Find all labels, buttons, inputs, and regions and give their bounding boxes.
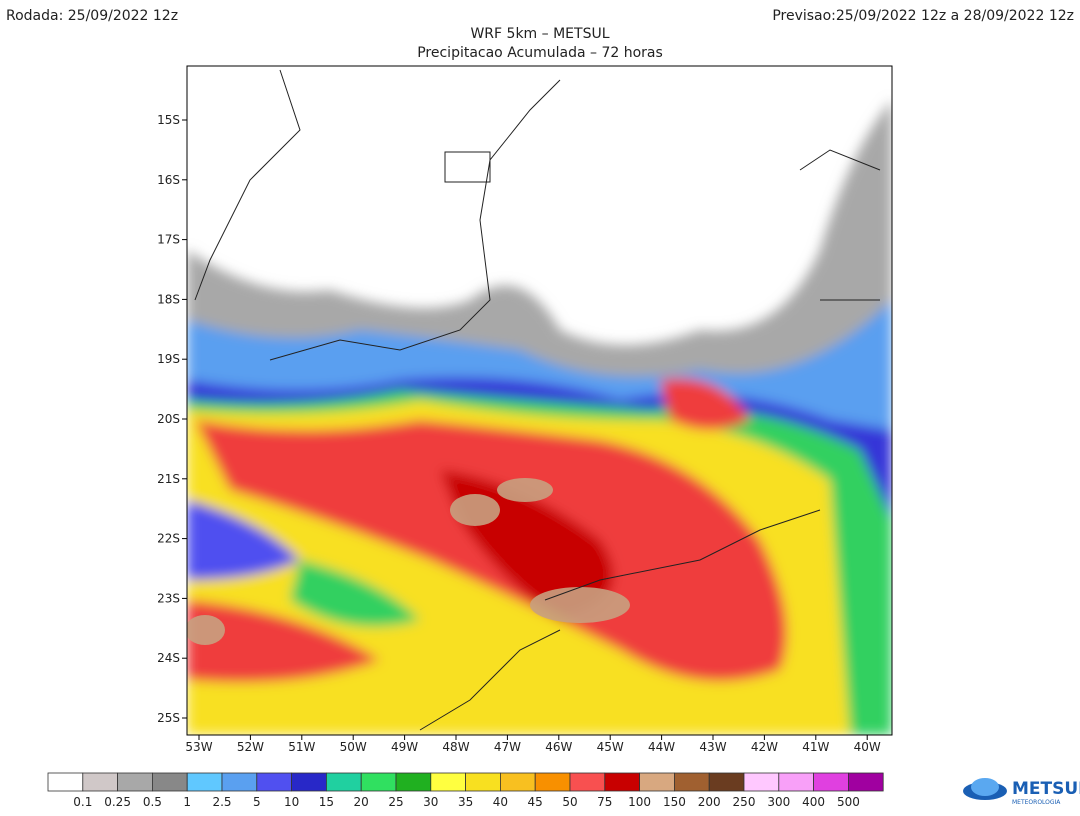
colorbar-swatch	[813, 772, 849, 792]
lon-label: 48W	[442, 740, 469, 754]
colorbar-label: 30	[423, 795, 438, 809]
colorbar-swatch	[639, 772, 675, 792]
colorbar-label: 25	[388, 795, 403, 809]
lon-label: 50W	[340, 740, 367, 754]
map-subtitle: Precipitacao Acumulada – 72 horas	[417, 45, 663, 61]
colorbar-swatch	[848, 772, 884, 792]
logo-name: METSUL	[1012, 779, 1080, 799]
lon-label: 51W	[288, 740, 315, 754]
colorbar-label: 200	[698, 795, 721, 809]
colorbar-label: 2.5	[212, 795, 231, 809]
colorbar-swatch	[708, 772, 745, 792]
lon-label: 49W	[391, 740, 418, 754]
colorbar-swatch	[82, 772, 119, 792]
lon-label: 40W	[854, 740, 881, 754]
colorbar-swatch	[47, 772, 84, 792]
lat-label: 23S	[157, 591, 180, 605]
colorbar-label: 50	[562, 795, 577, 809]
colorbar-swatch	[674, 772, 710, 792]
run-time: Rodada: 25/09/2022 12z	[6, 8, 178, 24]
lon-label: 41W	[802, 740, 829, 754]
colorbar-label: 500	[837, 795, 860, 809]
colorbar-swatch	[604, 772, 640, 792]
colorbar-swatch	[499, 772, 536, 792]
colorbar-label: 10	[284, 795, 299, 809]
colorbar-swatch	[743, 772, 780, 792]
lon-label: 52W	[237, 740, 264, 754]
lat-label: 15S	[157, 113, 180, 127]
colorbar-label: 20	[354, 795, 369, 809]
colorbar-swatch	[117, 772, 153, 792]
logo: METSUL METEOROLOGIA	[963, 778, 1080, 806]
colorbar-label: 100	[628, 795, 651, 809]
colorbar-swatch	[465, 772, 501, 792]
colorbar-label: 150	[663, 795, 686, 809]
forecast-time: Previsao:25/09/2022 12z a 28/09/2022 12z	[772, 8, 1074, 24]
colorbar-label: 15	[319, 795, 334, 809]
colorbar-label: 0.25	[104, 795, 131, 809]
colorbar-label: 300	[767, 795, 790, 809]
colorbar-label: 5	[253, 795, 261, 809]
colorbar-label: 40	[493, 795, 508, 809]
colorbar-swatch	[395, 772, 432, 792]
colorbar-swatch	[569, 772, 606, 792]
colorbar-label: 75	[597, 795, 612, 809]
precipitation-field	[187, 66, 892, 735]
lat-label: 25S	[157, 711, 180, 725]
lat-label: 19S	[157, 352, 180, 366]
lon-label: 53W	[185, 740, 212, 754]
lat-label: 16S	[157, 173, 180, 187]
map-frame	[186, 65, 893, 736]
colorbar-swatch	[778, 772, 814, 792]
colorbar-label: 400	[802, 795, 825, 809]
lon-label: 45W	[597, 740, 624, 754]
colorbar-label: 35	[458, 795, 473, 809]
lon-label: 47W	[494, 740, 521, 754]
lat-label: 21S	[157, 472, 180, 486]
lat-label: 18S	[157, 292, 180, 306]
colorbar-label: 250	[733, 795, 756, 809]
colorbar-swatch	[256, 772, 292, 792]
colorbar-swatch	[325, 772, 362, 792]
colorbar: 0.1 0.25 0.5 1 2.5 5 10 15 20 25 30 35 40 45 50 75 100 15…	[47, 772, 884, 809]
colorbar-swatch	[430, 772, 466, 792]
lat-label: 20S	[157, 412, 180, 426]
lon-label: 46W	[545, 740, 572, 754]
colorbar-label: 0.1	[73, 795, 92, 809]
colorbar-swatch	[221, 772, 258, 792]
lat-label: 22S	[157, 532, 180, 546]
lon-label: 42W	[751, 740, 778, 754]
colorbar-swatch	[186, 772, 223, 792]
colorbar-label: 45	[528, 795, 543, 809]
lat-label: 24S	[157, 651, 180, 665]
colorbar-swatch	[360, 772, 397, 792]
colorbar-label: 1	[183, 795, 191, 809]
map-title: WRF 5km – METSUL	[470, 26, 609, 42]
colorbar-label: 0.5	[143, 795, 162, 809]
colorbar-swatch	[291, 772, 327, 792]
lon-label: 43W	[699, 740, 726, 754]
lon-label: 44W	[648, 740, 675, 754]
logo-tagline: METEOROLOGIA	[1012, 799, 1061, 806]
colorbar-swatch	[534, 772, 571, 792]
colorbar-swatch	[151, 772, 188, 792]
lat-label: 17S	[157, 233, 180, 247]
